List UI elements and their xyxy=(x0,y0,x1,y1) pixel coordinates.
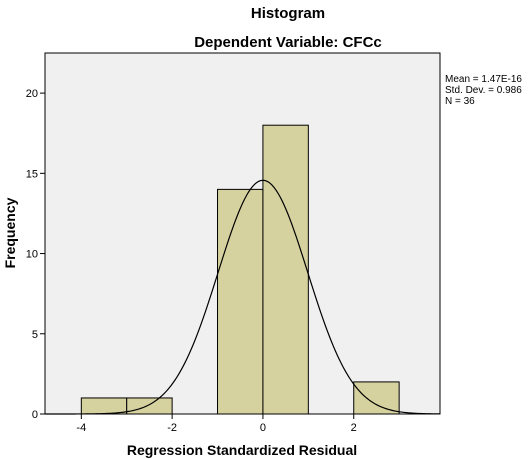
stats-n: N = 36 xyxy=(445,96,475,107)
histogram-bar xyxy=(126,397,173,415)
stats-mean: Mean = 1.47E-16 xyxy=(445,74,522,85)
histogram-bar xyxy=(217,188,264,415)
histogram-bar xyxy=(80,397,128,415)
histogram-bar xyxy=(353,381,400,415)
x-tick-label: 0 xyxy=(260,422,266,434)
y-tick-label: 0 xyxy=(32,409,38,421)
x-tick-label: -2 xyxy=(167,422,177,434)
y-tick-label: 10 xyxy=(26,249,38,261)
x-tick-label: 2 xyxy=(351,422,357,434)
stats-std-dev: Std. Dev. = 0.986 xyxy=(445,85,522,96)
y-tick-label: 5 xyxy=(32,329,38,341)
normal-curve xyxy=(45,179,441,415)
y-axis-label: Frequency xyxy=(2,197,18,268)
x-axis-label: Regression Standardized Residual xyxy=(127,442,357,458)
histogram-bar xyxy=(262,124,309,415)
y-tick-label: 15 xyxy=(26,168,38,180)
chart-title: Histogram xyxy=(251,5,325,22)
y-tick-label: 20 xyxy=(26,88,38,100)
x-tick-label: -4 xyxy=(76,422,86,434)
chart-subtitle: Dependent Variable: CFCc xyxy=(194,34,382,51)
